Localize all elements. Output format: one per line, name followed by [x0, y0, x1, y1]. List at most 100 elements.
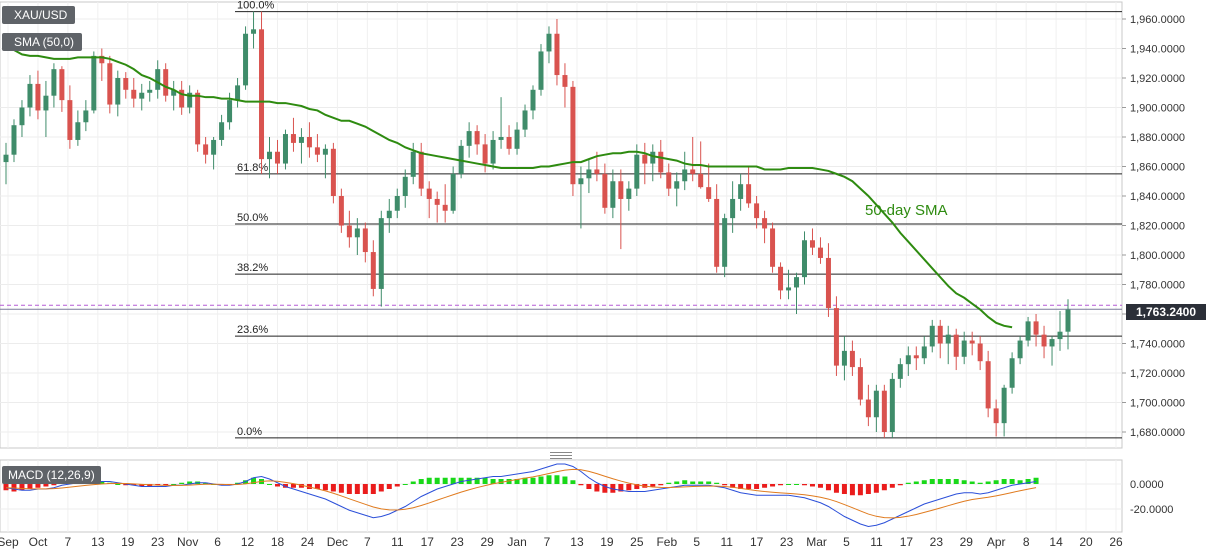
macd-histogram-bar — [849, 484, 855, 496]
candle-body — [522, 110, 528, 130]
candle-body — [698, 173, 704, 188]
macd-histogram-bar — [418, 479, 424, 484]
candle-body — [259, 29, 265, 160]
candle-body — [187, 92, 193, 108]
macd-histogram-bar — [841, 484, 847, 494]
candle-body — [809, 240, 815, 248]
macd-indicator-label[interactable]: MACD (12,26,9) — [2, 466, 101, 484]
macd-histogram-bar — [977, 482, 983, 484]
macd-histogram-bar — [1025, 479, 1031, 484]
candle-body — [338, 196, 344, 226]
candle-body — [51, 69, 57, 96]
candle-body — [905, 355, 911, 365]
macd-signal-line — [5, 468, 1037, 519]
price-tick-label: 1,920.0000 — [1130, 73, 1185, 85]
price-tick-label: 1,740.0000 — [1130, 339, 1185, 351]
candle-body — [730, 198, 736, 219]
macd-histogram-bar — [690, 481, 696, 484]
x-tick-label: 29 — [480, 535, 494, 549]
x-tick-label: 19 — [600, 535, 614, 549]
price-tick-label: 1,900.0000 — [1130, 103, 1185, 115]
macd-histogram-bar — [746, 484, 752, 489]
sma-indicator-label[interactable]: SMA (50,0) — [2, 33, 83, 51]
x-tick-label: 17 — [900, 535, 914, 549]
candle-body — [578, 178, 584, 185]
macd-panel-frame — [0, 459, 1123, 533]
candle-body — [786, 287, 792, 291]
price-tick-label: 1,960.0000 — [1130, 14, 1185, 26]
x-tick-label: Jan — [507, 535, 526, 549]
macd-histogram-bar — [251, 477, 257, 484]
macd-histogram-bar — [897, 484, 903, 486]
candle-body — [19, 107, 25, 126]
candlesticks — [3, 11, 1071, 438]
candle-body — [754, 203, 760, 219]
candle-body — [1017, 340, 1023, 359]
candle-body — [410, 151, 416, 177]
price-tick-label: 1,680.0000 — [1130, 427, 1185, 439]
price-tick-label: 1,840.0000 — [1130, 191, 1185, 203]
candle-body — [402, 176, 408, 196]
candle-body — [35, 83, 41, 111]
macd-histogram-bar — [722, 484, 728, 486]
macd-histogram-bar — [658, 484, 664, 486]
macd-histogram-bar — [578, 484, 584, 486]
candle-body — [171, 89, 177, 96]
candle-body — [139, 92, 145, 99]
candle-body — [282, 134, 288, 164]
macd-histogram-bar — [482, 477, 488, 484]
macd-histogram-bar — [618, 484, 624, 492]
candle-body — [59, 69, 65, 101]
x-tick-label: Feb — [656, 535, 677, 549]
candle-body — [155, 69, 161, 90]
x-tick-label: 23 — [151, 535, 165, 549]
macd-histogram-bar — [738, 484, 744, 489]
x-tick-label: 13 — [570, 535, 584, 549]
macd-histogram-bar — [402, 484, 408, 485]
macd-histogram-bar — [35, 484, 41, 488]
candle-body — [27, 83, 33, 108]
macd-histogram-bar — [698, 481, 704, 484]
candle-body — [123, 78, 129, 90]
price-tick-label: 1,880.0000 — [1130, 132, 1185, 144]
macd-histogram-bar — [794, 484, 800, 485]
candle-body — [770, 228, 776, 267]
candle-body — [107, 63, 113, 105]
candle-body — [243, 33, 249, 86]
macd-histogram-bar — [594, 484, 600, 492]
candle-body — [418, 151, 424, 189]
candle-body — [913, 355, 919, 359]
macd-histogram-bar — [290, 484, 296, 488]
fib-level-label: 23.6% — [237, 324, 268, 336]
candle-body — [314, 147, 320, 155]
macd-histogram-bar — [131, 484, 137, 486]
candle-body — [131, 89, 137, 99]
candle-body — [3, 154, 9, 163]
macd-histogram-bar — [706, 481, 712, 484]
symbol-label[interactable]: XAU/USD — [2, 6, 76, 24]
x-tick-label: 23 — [930, 535, 944, 549]
macd-histogram-bar — [865, 484, 871, 494]
pane-resize-handle[interactable] — [550, 452, 572, 459]
x-tick-label: 19 — [121, 535, 135, 549]
current-price-label: 1,763.2400 — [1126, 304, 1206, 320]
macd-histogram-bar — [857, 484, 863, 496]
grid-layer — [0, 1, 1123, 533]
sma-annotation: 50-day SMA — [865, 202, 948, 219]
macd-histogram-bar — [1017, 480, 1023, 484]
candle-body — [99, 55, 105, 64]
x-tick-label: Sep — [0, 535, 19, 549]
macd-histogram-bar — [203, 482, 209, 484]
candle-body — [466, 131, 472, 146]
macd-histogram-bar — [626, 484, 632, 491]
candle-body — [953, 334, 959, 357]
x-tick-label: Mar — [806, 535, 827, 549]
candle-body — [298, 137, 304, 143]
candle-body — [1025, 321, 1031, 341]
macd-histogram-bar — [522, 477, 528, 484]
candle-body — [538, 51, 544, 90]
candle-body — [490, 139, 496, 164]
candle-body — [666, 172, 672, 189]
candle-body — [179, 89, 185, 108]
macd-histogram-bar — [346, 484, 352, 494]
